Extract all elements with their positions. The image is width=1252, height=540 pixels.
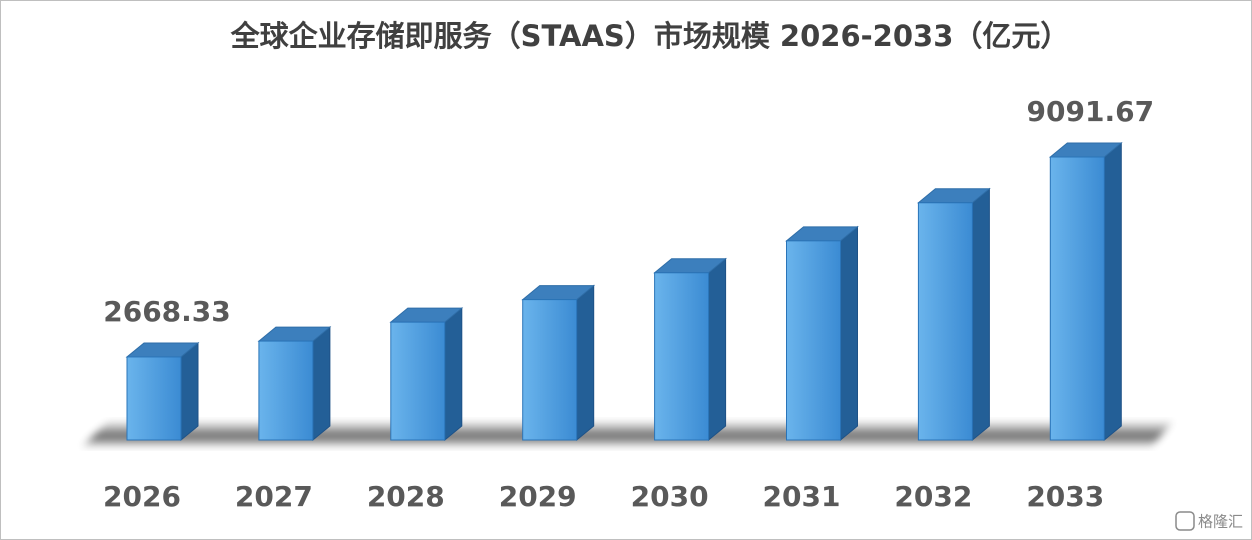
watermark: 格隆汇 (1175, 511, 1243, 531)
bar-side (576, 284, 595, 442)
bar-front (786, 240, 841, 441)
bar-side (312, 326, 331, 442)
x-tick-label: 2031 (763, 480, 841, 513)
data-label: 9091.67 (1027, 95, 1155, 128)
bar-side (971, 187, 990, 442)
x-tick-label: 2030 (631, 480, 709, 513)
chart-title: 全球企业存储即服务（STAAS）市场规模 2026-2033（亿元） (230, 19, 1070, 53)
data-label: 2668.33 (103, 295, 231, 328)
x-tick-label: 2033 (1026, 480, 1104, 513)
bar-side (840, 225, 858, 442)
x-tick-label: 2029 (499, 480, 577, 513)
bar-front (390, 321, 446, 441)
bar-front (126, 356, 182, 441)
watermark-icon (1175, 511, 1195, 531)
bar-front (917, 202, 973, 441)
floor-shadow (80, 420, 1175, 448)
bar-front (258, 340, 314, 441)
x-tick-label: 2028 (367, 480, 445, 513)
bar-side (180, 341, 199, 442)
bar-front (1049, 156, 1105, 441)
bar-side (1103, 141, 1122, 442)
bar-side (708, 257, 727, 442)
x-tick-label: 2026 (103, 480, 181, 513)
x-tick-label: 2027 (235, 480, 313, 513)
bar-side (444, 307, 463, 442)
bar-front (654, 272, 710, 441)
watermark-text: 格隆汇 (1198, 513, 1243, 531)
bar-front (522, 299, 578, 441)
x-tick-label: 2032 (894, 480, 972, 513)
